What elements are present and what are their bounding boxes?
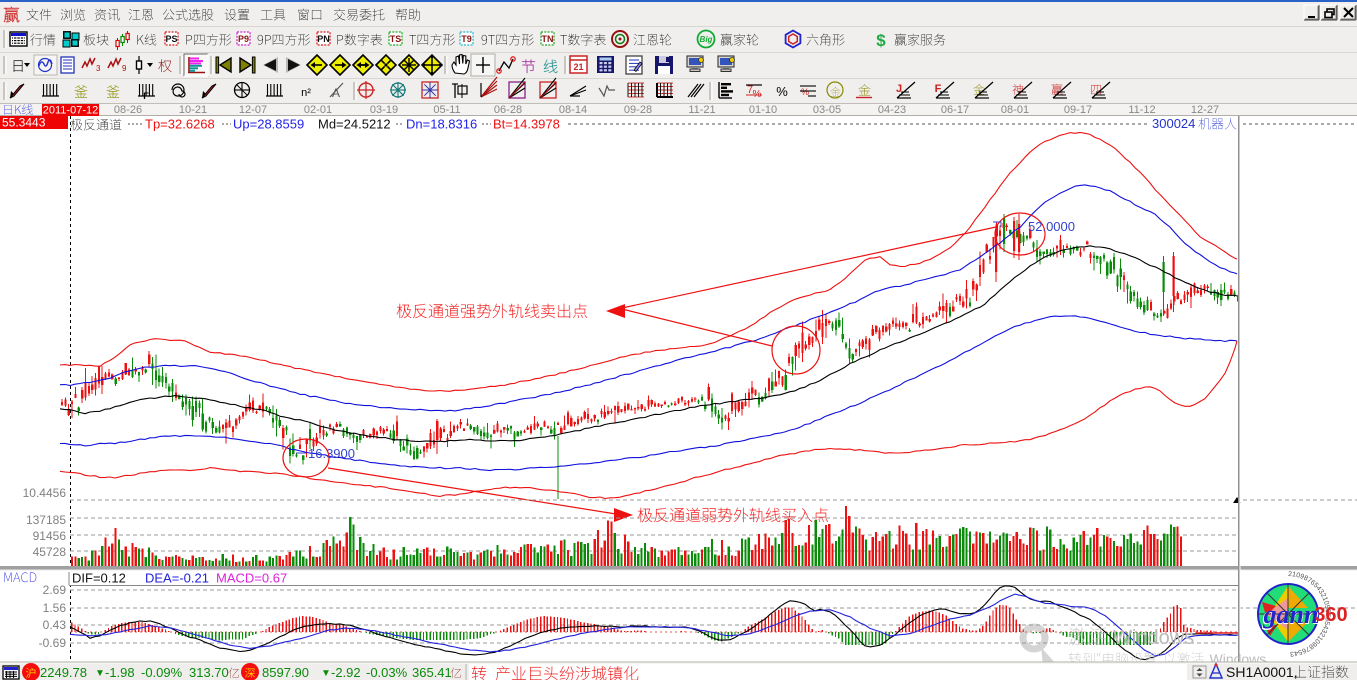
- svg-text:52.0000: 52.0000: [1028, 219, 1075, 234]
- svg-text:9: 9: [122, 64, 127, 73]
- svg-text:10.4456: 10.4456: [23, 486, 67, 500]
- svg-text:Dn=18.8316: Dn=18.8316: [406, 117, 477, 132]
- svg-text:11-21: 11-21: [688, 104, 715, 116]
- svg-text:%: %: [801, 87, 809, 97]
- svg-text:$: $: [876, 31, 886, 50]
- svg-text:21: 21: [573, 62, 583, 72]
- svg-text:MACD=0.67: MACD=0.67: [216, 571, 287, 586]
- svg-text:09-17: 09-17: [1064, 104, 1092, 116]
- svg-text:8597.90: 8597.90: [262, 665, 309, 680]
- svg-text:08-26: 08-26: [114, 104, 142, 116]
- svg-text:-0.09%: -0.09%: [141, 665, 183, 680]
- svg-text:55.3443: 55.3443: [2, 116, 46, 130]
- svg-text:2011-07-12: 2011-07-12: [43, 105, 98, 117]
- svg-text:PS: PS: [165, 34, 177, 44]
- svg-text:360: 360: [1314, 604, 1347, 626]
- svg-text:0.43: 0.43: [43, 618, 67, 632]
- svg-text:DEA=-0.21: DEA=-0.21: [145, 571, 209, 586]
- svg-text:Windows: Windows: [1113, 627, 1194, 649]
- svg-text:05-11: 05-11: [433, 104, 460, 116]
- svg-text:365.41: 365.41: [412, 665, 452, 680]
- svg-text:04-23: 04-23: [878, 104, 906, 116]
- svg-text:16.3900: 16.3900: [308, 446, 355, 461]
- svg-text:45728: 45728: [33, 545, 67, 559]
- svg-text:SH1A0001,: SH1A0001,: [1226, 664, 1298, 680]
- svg-text:TN: TN: [542, 34, 554, 44]
- svg-text:-1.98: -1.98: [105, 665, 135, 680]
- svg-text:F: F: [143, 91, 149, 101]
- svg-text:7: 7: [747, 84, 753, 96]
- svg-text:01-10: 01-10: [749, 104, 777, 116]
- svg-text:300024: 300024: [1152, 116, 1195, 131]
- svg-text:Tp=32.6268: Tp=32.6268: [145, 117, 215, 132]
- svg-text:-0.03%: -0.03%: [366, 665, 408, 680]
- svg-text:%: %: [776, 84, 788, 99]
- svg-text:PN: PN: [317, 34, 330, 44]
- svg-text:▼: ▼: [321, 668, 331, 679]
- svg-text:08-01: 08-01: [1001, 104, 1029, 116]
- svg-text:09-28: 09-28: [624, 104, 652, 116]
- svg-text:2.69: 2.69: [43, 583, 67, 597]
- svg-text:137185: 137185: [26, 513, 66, 527]
- svg-text:91456: 91456: [33, 529, 67, 543]
- svg-text:02-01: 02-01: [304, 104, 332, 116]
- svg-text:1.56: 1.56: [43, 601, 67, 615]
- svg-text:08-14: 08-14: [559, 104, 587, 116]
- svg-text:10-21: 10-21: [179, 104, 207, 116]
- svg-text:12-27: 12-27: [1191, 104, 1219, 116]
- svg-text:-2.92: -2.92: [331, 665, 361, 680]
- svg-text:11-12: 11-12: [1128, 104, 1155, 116]
- svg-text:P9: P9: [238, 34, 249, 44]
- svg-text:gann: gann: [1263, 600, 1319, 629]
- svg-text:A: A: [332, 86, 340, 100]
- svg-text:03-05: 03-05: [813, 104, 841, 116]
- svg-text:03-19: 03-19: [370, 104, 398, 116]
- svg-text:F: F: [935, 83, 942, 95]
- svg-text:Md=24.5212: Md=24.5212: [318, 117, 391, 132]
- svg-text:n²: n²: [301, 87, 311, 99]
- svg-text:-0.69: -0.69: [39, 636, 67, 650]
- svg-text:Bt=14.3978: Bt=14.3978: [493, 117, 560, 132]
- svg-text:▼: ▼: [95, 668, 105, 679]
- svg-text:06-17: 06-17: [941, 104, 969, 116]
- svg-text:12-07: 12-07: [239, 104, 267, 116]
- svg-text:2249.78: 2249.78: [40, 665, 87, 680]
- svg-text:DIF=0.12: DIF=0.12: [72, 571, 126, 586]
- svg-text:J: J: [896, 83, 902, 95]
- svg-text:TS: TS: [390, 34, 402, 44]
- svg-text:Up=28.8559: Up=28.8559: [233, 117, 304, 132]
- svg-text:06-28: 06-28: [494, 104, 522, 116]
- svg-text:313.70: 313.70: [189, 665, 229, 680]
- svg-text:gann: gann: [1261, 600, 1319, 630]
- svg-text:Big: Big: [700, 35, 713, 44]
- svg-text:T9: T9: [461, 34, 472, 44]
- svg-text:3: 3: [96, 64, 101, 73]
